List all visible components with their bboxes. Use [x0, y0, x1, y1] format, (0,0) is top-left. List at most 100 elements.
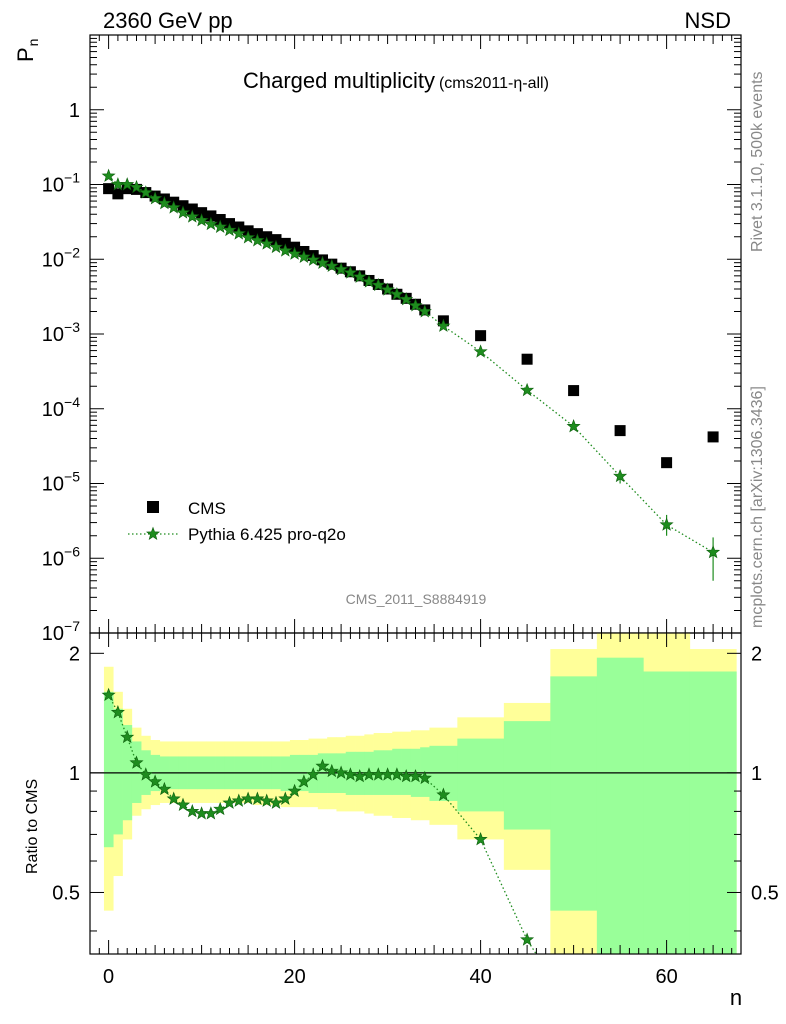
pythia-point — [241, 230, 256, 244]
pythia-point — [296, 249, 311, 263]
cms-point — [186, 203, 198, 215]
ratio-point — [324, 763, 339, 778]
legend-pythia-marker — [145, 526, 161, 541]
pythia-point — [157, 195, 172, 210]
band-inner — [457, 738, 505, 812]
pythia-point — [399, 292, 414, 306]
pythia-line — [108, 175, 714, 553]
ratio-point — [315, 758, 330, 773]
band-inner — [113, 708, 123, 835]
energy-label: 2360 GeV pp — [103, 8, 233, 33]
y-tick-base: 10 — [42, 548, 64, 570]
ratio-y-tick-label-right: 0.5 — [751, 882, 779, 904]
y-tick-label: 1 — [69, 100, 80, 122]
y-tick-label: 10−3 — [42, 319, 80, 346]
ratio-point — [278, 791, 293, 805]
pythia-point — [120, 177, 135, 191]
ratio-point — [250, 791, 265, 805]
ratio-point — [175, 797, 191, 811]
ratio-y-tick-label: 2 — [69, 643, 80, 665]
main-ylabel: Pn — [13, 39, 41, 62]
legend-pythia-label: Pythia 6.425 pro-q2o — [188, 525, 346, 544]
band-inner — [280, 756, 291, 792]
y-tick-base: 10 — [42, 474, 64, 496]
ratio-y-tick-label: 0.5 — [52, 882, 80, 904]
pythia-point — [129, 179, 144, 194]
pythia-point — [706, 544, 721, 559]
pythia-point — [213, 219, 228, 234]
band-inner — [689, 671, 737, 954]
ratio-point — [185, 804, 200, 818]
pythia-point — [436, 318, 451, 332]
cms-point — [707, 431, 719, 443]
cms-point — [521, 353, 533, 365]
cms-point — [568, 385, 580, 397]
ratio-point — [259, 793, 274, 807]
x-tick-label: 20 — [283, 966, 305, 988]
ratio-marks — [90, 633, 741, 954]
ratio-point — [417, 770, 432, 785]
pythia-point — [417, 304, 432, 318]
pythia-point — [371, 277, 386, 292]
pythia-point — [268, 239, 284, 254]
analysis-label: CMS_2011_S8884919 — [346, 591, 487, 607]
legend-cms-label: CMS — [188, 499, 226, 518]
ratio-point — [101, 687, 116, 701]
legend-cms-marker — [147, 501, 159, 513]
y-tick-exp: −1 — [64, 170, 80, 186]
pythia-point — [566, 419, 581, 433]
pythia-point — [138, 185, 153, 199]
band-inner — [643, 671, 691, 954]
pythia-point — [613, 468, 628, 483]
ratio-panel: 0 20 40 60 0.5 0.5 1 1 2 2 Ratio to CMS n — [24, 632, 779, 1010]
cms-point — [103, 183, 115, 195]
pythia-point — [222, 222, 237, 237]
ratio-y-tick-label-right: 2 — [751, 643, 762, 665]
x-tick-label: 40 — [469, 966, 491, 988]
ratio-axes: 0 20 40 60 0.5 0.5 1 1 2 2 — [52, 633, 779, 988]
cms-point — [614, 425, 626, 437]
pythia-point — [278, 243, 293, 257]
ratio-point — [166, 791, 181, 805]
pythia-point — [287, 246, 302, 260]
y-tick-label: 10−5 — [42, 469, 80, 496]
pythia-point — [408, 298, 423, 312]
pythia-point — [343, 265, 358, 279]
band-inner — [131, 741, 142, 803]
main-title-text: Charged multiplicity — [243, 68, 435, 93]
pythia-point — [334, 262, 349, 276]
cms-point — [196, 207, 208, 219]
pythia-point — [352, 269, 367, 283]
y-tick-label: 10−2 — [42, 244, 80, 271]
pythia-point — [380, 282, 395, 296]
x-tick-label: 60 — [655, 966, 677, 988]
main-title: Charged multiplicity (cms2011-η-all) — [243, 68, 549, 93]
ratio-point — [436, 787, 451, 801]
y-tick-base: 10 — [42, 175, 64, 197]
y-tick-label: 10−7 — [42, 618, 80, 645]
pythia-point — [315, 255, 330, 269]
y-tick-exp: −3 — [64, 319, 80, 335]
ratio-point — [306, 767, 321, 781]
main-ylabel-sub: n — [25, 39, 41, 47]
pythia-point — [166, 200, 181, 214]
ratio-point — [129, 755, 144, 769]
ratio-point — [268, 795, 284, 809]
pythia-point — [324, 258, 339, 272]
mcplots-label: mcplots.cern.ch [arXiv:1306.3436] — [749, 386, 766, 628]
ratio-ylabel: Ratio to CMS — [24, 779, 41, 874]
y-tick-label: 10−4 — [42, 394, 80, 421]
pythia-point — [203, 216, 218, 231]
cms-point — [214, 214, 226, 226]
pythia-point — [101, 168, 116, 182]
cms-point — [270, 234, 282, 246]
pythia-point — [231, 226, 246, 240]
band-inner — [103, 691, 114, 848]
pythia-point — [175, 205, 191, 219]
y-tick-exp: −5 — [64, 469, 80, 485]
pythia-point — [194, 213, 209, 227]
pythia-point — [250, 233, 265, 247]
pythia-point — [148, 191, 163, 205]
cms-point — [475, 330, 487, 342]
